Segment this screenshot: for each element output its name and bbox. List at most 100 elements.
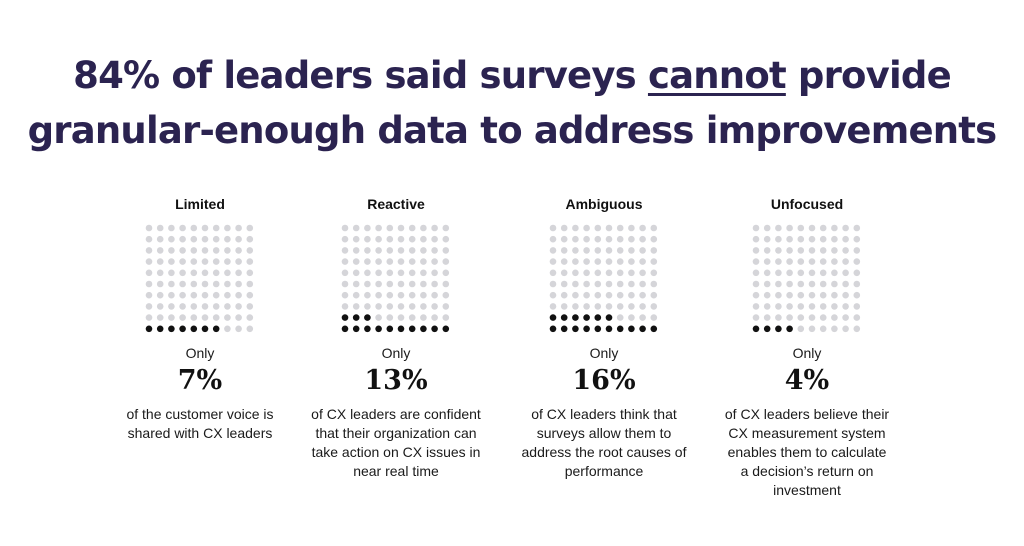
waffle-dot-empty [797, 303, 805, 310]
waffle-dot-empty [763, 280, 771, 288]
waffle-dot-empty [156, 258, 164, 265]
waffle-dot-filled [786, 325, 793, 333]
waffle-dot-empty [616, 247, 624, 254]
waffle-dot-empty [341, 303, 349, 310]
waffle-dot-empty [628, 280, 635, 288]
waffle-dot-empty [375, 314, 382, 321]
waffle-dot-empty [156, 291, 164, 299]
waffle-dot-empty [431, 224, 438, 232]
waffle-dot-empty [808, 224, 816, 232]
waffle-dot-empty [246, 280, 254, 288]
waffle-dot-empty [420, 235, 427, 243]
waffle-dot-empty [386, 247, 394, 254]
waffle-grid-ambiguous [549, 224, 658, 333]
waffle-dot-empty [853, 258, 861, 265]
waffle-dot-filled [201, 325, 209, 333]
waffle-dot-empty [235, 280, 242, 288]
waffle-dot-empty [831, 224, 838, 232]
waffle-dot-empty [808, 314, 816, 321]
waffle-dot-filled [549, 314, 557, 321]
waffle-dot-empty [201, 269, 209, 277]
waffle-dot-filled [628, 325, 635, 333]
waffle-dot-empty [560, 235, 568, 243]
waffle-dot-empty [808, 247, 816, 254]
waffle-dot-empty [819, 247, 827, 254]
waffle-dot-empty [408, 314, 416, 321]
waffle-dot-empty [752, 224, 760, 232]
waffle-dot-empty [560, 258, 568, 265]
waffle-dot-empty [352, 291, 360, 299]
waffle-dot-empty [786, 280, 793, 288]
waffle-dot-empty [752, 269, 760, 277]
waffle-dot-empty [352, 258, 360, 265]
waffle-dot-empty [201, 280, 209, 288]
waffle-dot-empty [246, 247, 254, 254]
waffle-dot-empty [797, 224, 805, 232]
waffle-dot-filled [583, 314, 590, 321]
waffle-dot-empty [786, 269, 793, 277]
waffle-dot-empty [212, 314, 220, 321]
waffle-dot-filled [212, 325, 220, 333]
waffle-dot-empty [364, 247, 371, 254]
waffle-dot-empty [235, 224, 242, 232]
waffle-dot-empty [808, 325, 816, 333]
waffle-dot-empty [594, 224, 602, 232]
waffle-dot-empty [819, 258, 827, 265]
waffle-dot-empty [420, 280, 427, 288]
waffle-dot-empty [156, 235, 164, 243]
waffle-dot-empty [212, 235, 220, 243]
waffle-dot-empty [145, 269, 153, 277]
waffle-dot-empty [341, 291, 349, 299]
waffle-dot-empty [572, 280, 579, 288]
waffle-dot-empty [775, 224, 782, 232]
waffle-dot-empty [639, 314, 646, 321]
waffle-dot-empty [212, 303, 220, 310]
waffle-dot-empty [224, 280, 231, 288]
waffle-dot-filled [572, 325, 579, 333]
waffle-dot-empty [190, 314, 198, 321]
waffle-dot-empty [442, 269, 450, 277]
waffle-dot-empty [168, 303, 175, 310]
waffle-dot-empty [145, 258, 153, 265]
waffle-dot-empty [145, 235, 153, 243]
waffle-dot-empty [145, 224, 153, 232]
waffle-dot-empty [386, 224, 394, 232]
waffle-dot-empty [605, 303, 613, 310]
waffle-dot-empty [842, 280, 849, 288]
waffle-dot-empty [775, 247, 782, 254]
waffle-dot-empty [397, 280, 405, 288]
waffle-dot-empty [853, 314, 861, 321]
waffle-dot-empty [808, 258, 816, 265]
waffle-dot-filled [397, 325, 405, 333]
waffle-dot-empty [375, 291, 382, 299]
waffle-dot-empty [572, 269, 579, 277]
waffle-dot-empty [386, 235, 394, 243]
waffle-dot-empty [560, 280, 568, 288]
waffle-dot-empty [628, 303, 635, 310]
waffle-dot-empty [819, 235, 827, 243]
waffle-dot-empty [616, 314, 624, 321]
waffle-dot-empty [628, 291, 635, 299]
waffle-dot-empty [235, 235, 242, 243]
waffle-dot-empty [650, 291, 658, 299]
waffle-dot-filled [650, 325, 658, 333]
waffle-dot-empty [853, 235, 861, 243]
waffle-dot-empty [179, 303, 186, 310]
waffle-dot-empty [572, 291, 579, 299]
waffle-dot-empty [168, 291, 175, 299]
waffle-dot-empty [364, 258, 371, 265]
waffle-dot-empty [616, 269, 624, 277]
waffle-dot-empty [616, 258, 624, 265]
waffle-dot-empty [168, 224, 175, 232]
waffle-grid-reactive [341, 224, 450, 333]
waffle-dot-empty [605, 291, 613, 299]
waffle-dot-empty [442, 235, 450, 243]
waffle-dot-empty [431, 314, 438, 321]
waffle-dot-empty [819, 280, 827, 288]
waffle-dot-empty [212, 291, 220, 299]
waffle-dot-empty [431, 280, 438, 288]
waffle-dot-empty [235, 291, 242, 299]
waffle-dot-empty [752, 258, 760, 265]
waffle-dot-empty [364, 224, 371, 232]
waffle-dot-empty [375, 258, 382, 265]
